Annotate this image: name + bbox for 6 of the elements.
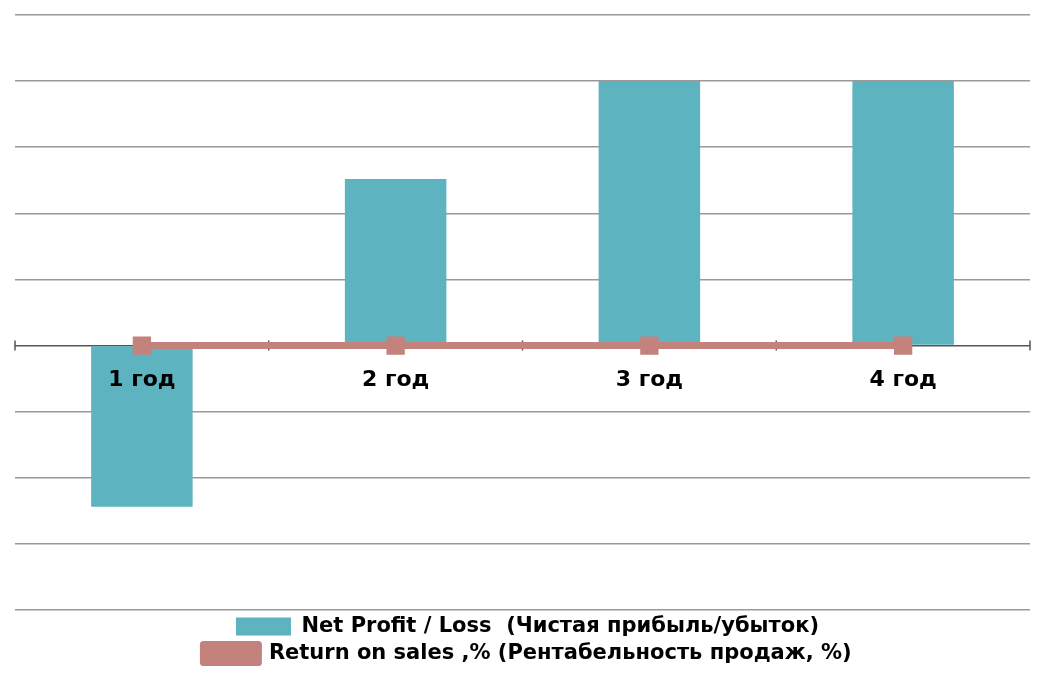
x-tick-label: 3 год — [615, 366, 684, 392]
x-tick-label: 1 год — [108, 366, 176, 392]
legend-label: Net Profit / Loss (Чистая прибыль/убыток) — [301, 612, 820, 637]
legend-label: Return on sales ,% (Рентабельность продаж, %) — [268, 639, 852, 664]
x-tick-label: 4 год — [869, 366, 937, 392]
x-tick-label: 2 год — [361, 366, 430, 392]
